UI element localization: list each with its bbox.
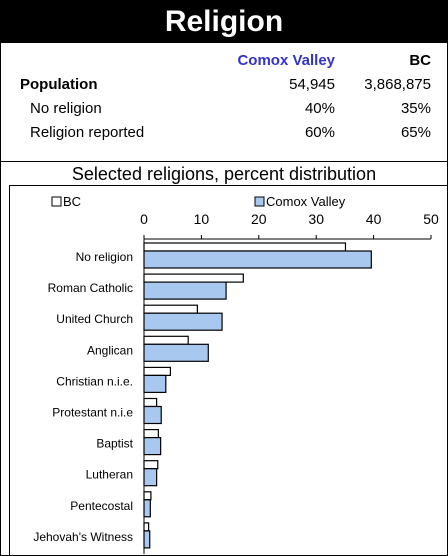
bar-bc <box>143 242 347 252</box>
bar-comox-valley <box>143 281 227 300</box>
x-tick-label: 10 <box>194 211 210 227</box>
legend-swatch-comox-valley <box>254 196 265 207</box>
bar-comox-valley <box>143 343 209 362</box>
category-label: Protestant n.i.e <box>52 406 133 420</box>
no-religion-comox-value: 40% <box>304 100 335 117</box>
column-header-bc: BC <box>409 52 431 69</box>
bar-comox-valley <box>143 312 223 331</box>
category-label: Pentecostal <box>70 499 133 513</box>
bar-bc <box>143 335 189 345</box>
bar-bc <box>143 273 244 283</box>
bar-comox-valley <box>143 499 151 518</box>
legend-label-bc: BC <box>63 194 81 209</box>
bar-bc <box>143 429 159 439</box>
column-header-comox-valley: Comox Valley <box>237 52 335 69</box>
category-label: Christian n.i.e. <box>56 374 133 388</box>
category-label: Lutheran <box>86 468 133 482</box>
category-label: Baptist <box>96 437 133 451</box>
bar-comox-valley <box>143 468 158 487</box>
x-tick-label: 40 <box>366 211 382 227</box>
bar-bc <box>143 491 152 501</box>
row-label-religion-reported: Religion reported <box>30 124 145 141</box>
category-label: Jehovah's Witness <box>33 530 133 544</box>
section-divider <box>1 161 447 162</box>
population-bc-value: 3,868,875 <box>364 76 431 93</box>
legend-label-comox-valley: Comox Valley <box>266 194 346 209</box>
category-label: No religion <box>76 250 133 264</box>
row-label-no-religion: No religion <box>30 100 102 117</box>
religion-reported-comox-value: 60% <box>304 124 335 141</box>
bar-bc <box>143 397 158 408</box>
row-label-population: Population <box>20 76 98 93</box>
bar-comox-valley <box>143 374 167 393</box>
category-label: United Church <box>56 312 133 326</box>
x-tick-label: 0 <box>140 211 148 227</box>
bar-bc <box>143 366 172 376</box>
bar-comox-valley <box>143 530 151 549</box>
religion-reported-bc-value: 65% <box>400 124 431 141</box>
no-religion-bc-value: 35% <box>400 100 431 117</box>
page-title: Religion <box>1 1 447 43</box>
chart-title: Selected religions, percent distribution <box>71 164 377 184</box>
bar-comox-valley <box>143 405 162 425</box>
category-label: Anglican <box>87 343 133 357</box>
bar-comox-valley <box>143 437 162 456</box>
population-comox-value: 54,945 <box>289 76 335 93</box>
bar-comox-valley <box>143 250 372 269</box>
bar-bc <box>143 460 159 470</box>
category-label: Roman Catholic <box>48 281 133 295</box>
x-tick-label: 20 <box>251 211 267 227</box>
x-tick-label: 30 <box>308 211 324 227</box>
legend-swatch-bc <box>51 196 62 207</box>
chart-frame <box>9 185 448 556</box>
x-tick-label: 50 <box>423 211 439 227</box>
chart-legend: BC Comox Valley <box>51 194 346 209</box>
bar-bc <box>143 304 198 314</box>
bar-bc <box>143 522 150 532</box>
